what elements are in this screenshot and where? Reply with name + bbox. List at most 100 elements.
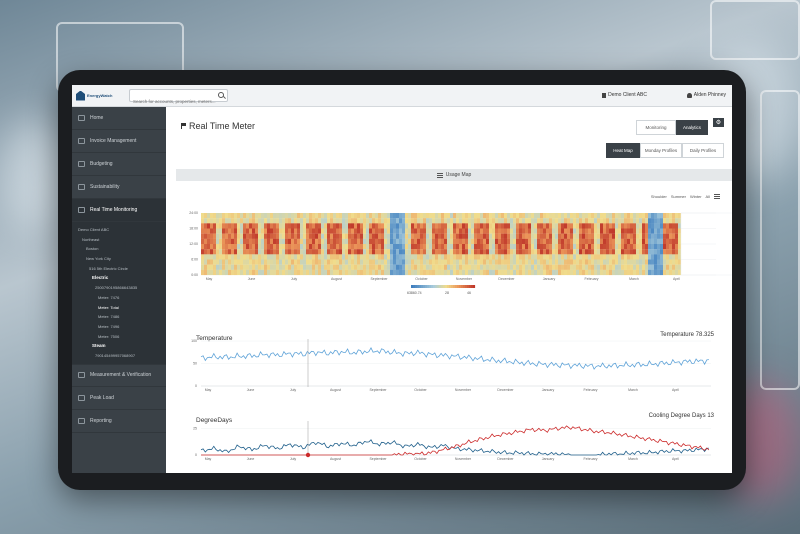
sidebar-item-measurement-verification[interactable]: Measurement & Verification (72, 363, 166, 387)
heatmap-cell (498, 249, 502, 255)
tree-item-property[interactable]: 516 5th Electric Circle (89, 265, 128, 271)
tree-item-account[interactable]: 2500790195866643835 (95, 285, 138, 291)
settings-icon[interactable]: ⚙ (713, 118, 724, 127)
heatmap-cell (549, 254, 553, 260)
heatmap-cell (579, 218, 583, 224)
heatmap-cell (579, 244, 583, 250)
heatmap-cell (363, 228, 367, 234)
heatmap-cell (459, 223, 463, 229)
tree-item-meter[interactable]: Meter: 7506 (98, 333, 120, 339)
heatmap-cell (417, 238, 421, 245)
heatmap-cell (264, 254, 268, 260)
tree-item-meter[interactable]: Meter: 7496 (98, 323, 120, 329)
sidebar-item-real-time-monitoring[interactable]: Real Time Monitoring (72, 199, 166, 222)
sidebar-item-invoice-management[interactable]: Invoice Management (72, 130, 166, 153)
tree-item-region[interactable]: Northeast (82, 236, 100, 242)
search-box[interactable] (129, 89, 228, 107)
y-tick: 50 (193, 362, 197, 366)
heatmap-cell (369, 249, 373, 255)
sidebar-item-home[interactable]: Home (72, 107, 166, 130)
filter-shoulder[interactable]: Shoulder (650, 194, 667, 199)
heatmap-cell (333, 259, 337, 265)
heatmap-cell (330, 259, 334, 265)
heatmap-cell (600, 254, 604, 260)
heatmap-cell (618, 233, 622, 239)
heatmap-cell (663, 259, 667, 265)
filter-winter[interactable]: Winter (689, 194, 702, 199)
heatmap-cell (540, 238, 544, 245)
heatmap-cell (630, 259, 634, 265)
heatmap-cell (261, 269, 265, 276)
heatmap-cell (570, 223, 574, 229)
heatmap-cell (396, 228, 400, 234)
top-bar: EnergyWatch Demo Client ABC Alden Phinne… (72, 85, 732, 107)
tree-item-client[interactable]: Demo Client ABC (78, 227, 110, 232)
heatmap-cell (279, 218, 283, 224)
heatmap-cell (219, 249, 223, 255)
heatmap-cell (318, 259, 322, 265)
chart-menu-icon[interactable] (714, 194, 720, 199)
heatmap-cell (255, 218, 259, 224)
heatmap-cell (324, 218, 328, 224)
heatmap-cell (522, 259, 526, 265)
filter-summer[interactable]: Summer (670, 194, 686, 199)
heatmap-cell (234, 213, 238, 219)
heatmap-cell (528, 244, 532, 250)
tree-item-meter[interactable]: Meter: 7486 (98, 314, 120, 320)
heatmap-cell (657, 223, 661, 229)
sidebar-item-peak-load[interactable]: Peak Load (72, 387, 166, 410)
heatmap-cell (378, 254, 382, 260)
heatmap-cell (282, 218, 286, 224)
heatmap-cell (630, 254, 634, 260)
view-tab-daily-profiles[interactable]: Daily Profiles (682, 143, 724, 158)
tree-item-utility[interactable]: Electric (92, 275, 109, 281)
heatmap-cell (417, 249, 421, 255)
heatmap-cell (321, 218, 325, 224)
heatmap-cell (243, 218, 247, 224)
heatmap-cell (330, 213, 334, 219)
tab-monitoring[interactable]: Monitoring (636, 120, 676, 135)
heatmap-cell (624, 249, 628, 255)
heatmap-cell (414, 223, 418, 229)
search-icon[interactable] (218, 92, 224, 98)
heatmap-cell (372, 213, 376, 219)
tree-item-city[interactable]: Boston (86, 246, 99, 252)
heatmap-cell (420, 238, 424, 245)
heatmap-cell (510, 218, 514, 224)
heatmap-cell (498, 218, 502, 224)
client-selector[interactable]: Demo Client ABC (602, 92, 647, 98)
sidebar-item-reporting[interactable]: Reporting (72, 410, 166, 433)
heatmap-cell (504, 218, 508, 224)
tree-item-city[interactable]: New York City (86, 256, 111, 262)
tree-item-utility[interactable]: Steam (92, 343, 106, 349)
heatmap-cell (456, 228, 460, 234)
tree-item-meter[interactable]: Meter: 7476 (98, 294, 120, 300)
heatmap-cell (444, 269, 448, 276)
heatmap-cell (252, 238, 256, 245)
heatmap-cell (594, 249, 598, 255)
heatmap-cell (225, 249, 229, 255)
sidebar-item-sustainability[interactable]: Sustainability (72, 176, 166, 199)
view-tab-monday-profiles[interactable]: Monday Profiles (640, 143, 682, 158)
search-input[interactable] (130, 96, 216, 107)
tree-item-meter-selected[interactable]: Meter: Total (98, 304, 119, 310)
heatmap-cell (486, 238, 490, 245)
heatmap-cell (351, 213, 355, 219)
heatmap-cell (525, 238, 529, 245)
filter-all[interactable]: All (705, 194, 710, 199)
tree-item-account[interactable]: 790145499957068907 (95, 352, 136, 358)
heatmap-cell (576, 218, 580, 224)
heatmap-cell (318, 249, 322, 255)
heatmap-cell (339, 238, 343, 245)
view-tab-heat-map[interactable]: Heat Map (606, 143, 640, 158)
heatmap-cell (639, 249, 643, 255)
heatmap-cell (375, 228, 379, 234)
heatmap-cell (267, 244, 271, 250)
heatmap-cell (390, 238, 394, 245)
user-menu[interactable]: Alden Phinney (686, 92, 726, 98)
heatmap-cell (297, 264, 301, 270)
app-logo[interactable]: EnergyWatch (76, 90, 120, 101)
sidebar-item-budgeting[interactable]: Budgeting (72, 153, 166, 176)
tab-analytics[interactable]: Analytics (676, 120, 708, 135)
heatmap-cell (363, 218, 367, 224)
